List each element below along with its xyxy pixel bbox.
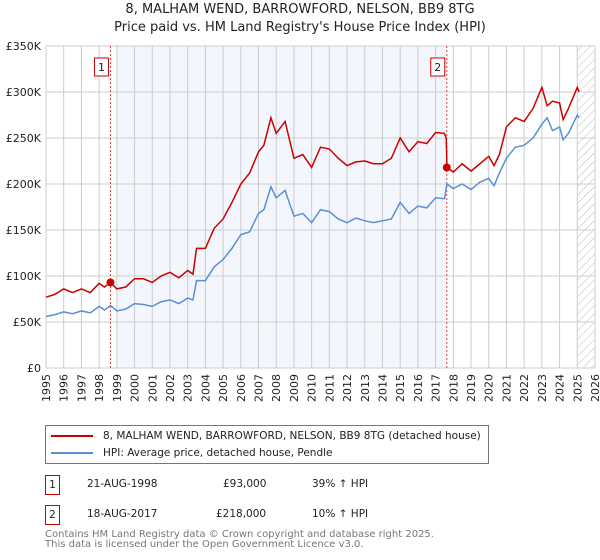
x-tick-label: 2001 — [146, 374, 159, 402]
x-tick-label: 1997 — [75, 374, 88, 402]
sale-date: 21-AUG-1998 — [87, 478, 158, 490]
y-tick-label: £250K — [6, 132, 42, 145]
x-tick-label: 2005 — [217, 374, 230, 402]
hpi-change: 10% ↑ HPI — [312, 508, 369, 520]
x-tick-label: 2021 — [500, 374, 513, 402]
x-tick-label: 2006 — [235, 374, 248, 402]
y-tick-label: £350K — [6, 40, 42, 53]
sale-point — [442, 163, 451, 172]
sale-date: 18-AUG-2017 — [87, 508, 158, 520]
x-tick-label: 1996 — [58, 374, 71, 402]
y-tick-label: £100K — [6, 270, 42, 283]
y-tick-label: £50K — [13, 316, 42, 329]
y-tick-label: £200K — [6, 178, 42, 191]
marker-badge: 2 — [45, 505, 60, 525]
marker-label: 2 — [434, 61, 441, 74]
footer-line: This data is licensed under the Open Gov… — [45, 539, 364, 550]
hpi-line — [45, 113, 580, 318]
legend-label: 8, MALHAM WEND, BARROWFORD, NELSON, BB9 … — [103, 430, 481, 442]
x-tick-label: 2002 — [164, 374, 177, 402]
x-tick-label: 2022 — [518, 374, 531, 402]
chart-subtitle: Price paid vs. HM Land Registry's House … — [114, 20, 486, 35]
marker-box — [430, 57, 446, 77]
table-row: 2 18-AUG-2017 £218,000 10% ↑ HPI — [45, 505, 445, 525]
x-tick-label: 2007 — [253, 374, 266, 402]
legend: 8, MALHAM WEND, BARROWFORD, NELSON, BB9 … — [45, 425, 489, 464]
x-tick-label: 2026 — [589, 374, 600, 402]
table-row: 1 21-AUG-1998 £93,000 39% ↑ HPI — [45, 475, 445, 495]
x-tick-label: 2020 — [483, 374, 496, 402]
legend-label: HPI: Average price, detached house, Pend… — [103, 447, 333, 459]
x-tick-label: 2025 — [571, 374, 584, 402]
x-tick-label: 2012 — [341, 374, 354, 402]
x-tick-label: 2004 — [199, 374, 212, 402]
x-tick-label: 2010 — [306, 374, 319, 402]
sale-point — [106, 278, 115, 287]
x-tick-label: 2023 — [536, 374, 549, 402]
x-tick-label: 2018 — [447, 374, 460, 402]
footer: Contains HM Land Registry data © Crown c… — [45, 530, 434, 550]
y-tick-label: £300K — [6, 86, 42, 99]
legend-item-hpi: HPI: Average price, detached house, Pend… — [51, 447, 332, 459]
x-tick-label: 2011 — [323, 374, 336, 402]
hpi-change: 39% ↑ HPI — [312, 478, 369, 490]
marker-badge: 1 — [45, 475, 60, 495]
sale-price: £218,000 — [216, 508, 267, 520]
marker-box — [93, 57, 109, 77]
x-tick-label: 2015 — [394, 374, 407, 402]
footer-line: Contains HM Land Registry data © Crown c… — [45, 529, 434, 540]
x-tick-label: 2017 — [430, 374, 443, 402]
chart-title: 8, MALHAM WEND, BARROWFORD, NELSON, BB9 … — [125, 2, 475, 17]
y-tick-label: £0 — [27, 362, 41, 375]
x-tick-label: 2008 — [270, 374, 283, 402]
x-tick-label: 2024 — [554, 374, 567, 402]
price-paid-line — [45, 85, 580, 298]
sale-price: £93,000 — [223, 478, 267, 490]
legend-swatch-red — [51, 435, 93, 437]
shaded-period — [116, 46, 447, 368]
marker-label: 1 — [98, 61, 105, 74]
x-tick-label: 2014 — [376, 374, 389, 402]
x-tick-label: 1995 — [40, 374, 53, 402]
legend-swatch-blue — [51, 452, 93, 454]
y-tick-label: £150K — [6, 224, 42, 237]
x-tick-label: 2000 — [129, 374, 142, 402]
x-tick-label: 2003 — [182, 374, 195, 402]
x-tick-label: 2016 — [412, 374, 425, 402]
legend-item-property: 8, MALHAM WEND, BARROWFORD, NELSON, BB9 … — [51, 430, 481, 442]
x-tick-label: 2013 — [359, 374, 372, 402]
x-tick-label: 2019 — [465, 374, 478, 402]
x-tick-label: 1998 — [93, 374, 106, 402]
line-chart: 1995 1996 1997 1998 1999 2000 2001 2002 2003 2004… — [6, 40, 600, 402]
x-tick-label: 1999 — [111, 374, 124, 402]
hatched-region — [577, 46, 595, 368]
x-tick-label: 2009 — [288, 374, 301, 402]
